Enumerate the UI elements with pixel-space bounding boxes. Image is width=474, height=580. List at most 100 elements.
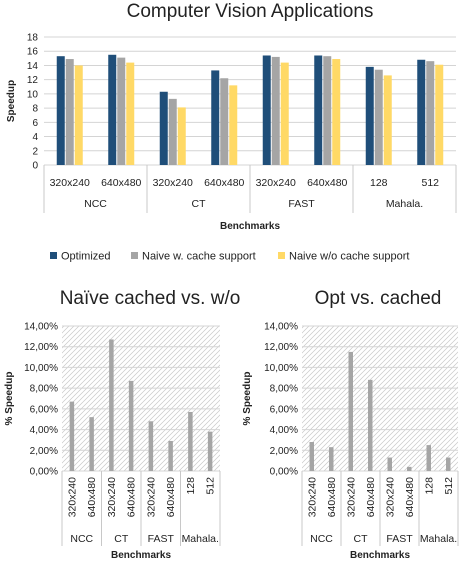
bar (417, 59, 426, 165)
y-tick-label: 2,00% (30, 446, 58, 457)
y-tick-label: 16 (27, 47, 39, 58)
y-tick-label: 8,00% (270, 384, 298, 395)
chart-title: Naïve cached vs. w/o (60, 288, 241, 309)
y-tick-label: 18 (27, 33, 39, 44)
bar (229, 85, 238, 165)
y-tick-label: 12 (27, 75, 39, 86)
y-tick-label: 6 (32, 118, 38, 129)
y-tick-label: 0,00% (30, 467, 58, 478)
group-label: NCC (84, 198, 107, 210)
x-tick-label: 320x240 (345, 477, 357, 517)
bar (407, 466, 412, 471)
y-tick-label: 10,00% (264, 363, 298, 374)
x-tick-label: 128 (185, 477, 197, 495)
plot-area (62, 326, 220, 471)
bar (89, 417, 94, 471)
x-tick-label: 640x480 (165, 477, 177, 517)
y-tick-label: 0,00% (270, 467, 298, 478)
y-tick-label: 8 (32, 104, 38, 115)
x-tick-label: 320x240 (145, 477, 157, 517)
bar (383, 75, 392, 165)
y-tick-label: 14 (27, 61, 39, 72)
y-axis-title: % Speedup (242, 372, 253, 426)
bar (74, 65, 83, 165)
y-axis-title: % Speedup (4, 372, 15, 426)
y-tick-label: 2 (32, 146, 38, 157)
bar (426, 61, 435, 165)
plot-area (302, 326, 458, 471)
x-tick-label: 512 (421, 177, 439, 189)
bar (148, 421, 154, 471)
x-tick-label: 128 (423, 477, 435, 495)
bar (365, 66, 374, 165)
bar (168, 440, 173, 471)
group-label: FAST (148, 533, 175, 545)
bar (262, 55, 271, 165)
bar (207, 431, 213, 471)
y-tick-label: 10 (27, 89, 39, 100)
chart-title: Opt vs. cached (315, 288, 442, 309)
legend-label: Naive w/o cache support (289, 251, 409, 263)
y-tick-label: 4,00% (30, 425, 58, 436)
x-tick-label: 640x480 (204, 177, 244, 189)
bar (128, 380, 134, 471)
legend-swatch (278, 252, 285, 259)
y-tick-label: 12,00% (264, 342, 298, 353)
y-axis-title: Speedup (6, 80, 17, 122)
x-tick-label: 320x240 (153, 177, 193, 189)
bar (368, 379, 373, 471)
legend-swatch (131, 252, 138, 259)
bar (435, 64, 444, 165)
x-axis-title: Benchmarks (350, 550, 410, 561)
bar (211, 70, 220, 165)
bar (374, 69, 383, 165)
bar (188, 411, 193, 471)
group-label: CT (192, 198, 207, 210)
bar (280, 62, 289, 165)
bar (314, 55, 323, 165)
group-label: NCC (310, 533, 333, 545)
y-tick-label: 14,00% (264, 322, 298, 333)
x-tick-label: 320x240 (306, 477, 318, 517)
y-tick-label: 14,00% (24, 322, 58, 333)
bar (426, 445, 431, 471)
x-tick-label: 640x480 (126, 477, 138, 517)
x-tick-label: 320x240 (256, 177, 296, 189)
bar (168, 98, 177, 165)
bar (109, 339, 114, 471)
bar (329, 447, 334, 471)
group-label: FAST (386, 533, 413, 545)
x-tick-label: 512 (443, 477, 455, 495)
x-tick-label: 320x240 (384, 477, 396, 517)
group-label: Mahala. (420, 533, 457, 545)
x-tick-label: 640x480 (326, 477, 338, 517)
cv-applications-chart: Computer Vision Applications 0 2 4 6 8 10 12 14 1… (6, 1, 457, 263)
bar (387, 457, 392, 471)
x-axis-title: Benchmarks (111, 550, 171, 561)
y-tick-label: 12,00% (24, 342, 58, 353)
y-tick-label: 0 (32, 161, 38, 172)
bar (108, 54, 117, 165)
legend-label: Optimized (61, 251, 111, 263)
opt-cached-chart: Opt vs. cached 0,00% 2,00% 4,00% 6,00% 8,00% 1… (242, 288, 459, 561)
group-label: NCC (70, 533, 93, 545)
group-label: Mahala. (386, 198, 423, 210)
y-tick-label: 6,00% (270, 404, 298, 415)
bar (117, 57, 126, 165)
group-label: Mahala. (182, 533, 219, 545)
bar (159, 91, 168, 165)
legend-swatch (50, 252, 57, 259)
y-tick-label: 4,00% (270, 425, 298, 436)
x-tick-label: 640x480 (404, 477, 416, 517)
legend-label: Naive w. cache support (142, 251, 256, 263)
bar (446, 457, 451, 471)
x-tick-label: 320x240 (106, 477, 118, 517)
bar (323, 56, 332, 166)
y-tick-label: 6,00% (30, 404, 58, 415)
bar (271, 56, 280, 165)
x-tick-label: 640x480 (86, 477, 98, 517)
bar (309, 442, 314, 471)
x-tick-label: 640x480 (365, 477, 377, 517)
y-tick-label: 2,00% (270, 446, 298, 457)
